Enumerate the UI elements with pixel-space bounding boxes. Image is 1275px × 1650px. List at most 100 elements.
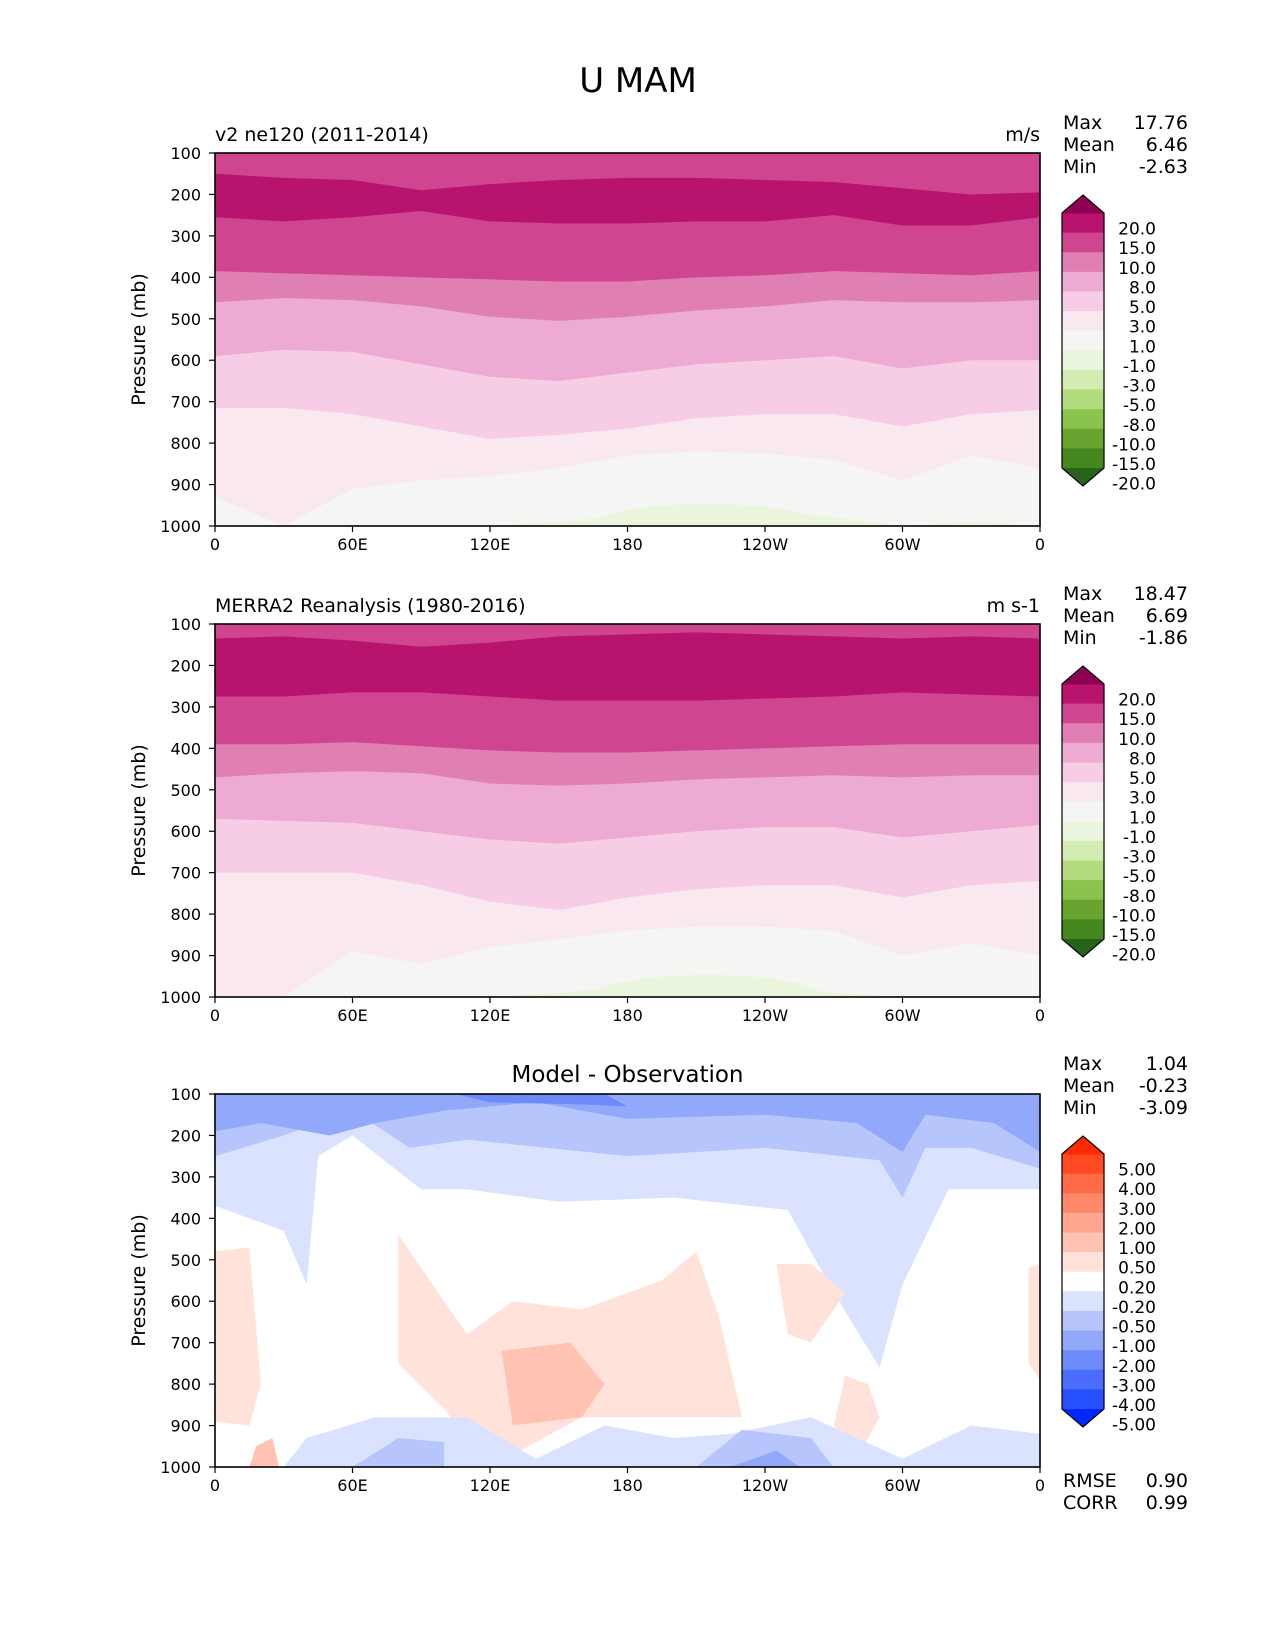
colorbar-segment: [1062, 1389, 1104, 1410]
colorbar-segment: [1062, 840, 1104, 862]
colorbar-tick-label: 15.0: [1118, 710, 1156, 730]
colorbar-segment: [1062, 409, 1104, 430]
colorbar-tick-label: -8.0: [1123, 887, 1156, 907]
y-tick-label: 700: [170, 1334, 201, 1353]
colorbar-segment: [1062, 1154, 1104, 1175]
stat-value: -2.63: [1139, 156, 1188, 178]
colorbar: 20.015.010.08.05.03.01.0-1.0-3.0-5.0-8.0…: [1061, 665, 1156, 966]
colorbar-tick-label: 0.50: [1118, 1259, 1156, 1279]
stat-value: -0.23: [1139, 1075, 1188, 1097]
colorbar-tick-label: -1.0: [1123, 828, 1156, 848]
stat-label: Mean: [1063, 605, 1115, 627]
contour-band: [215, 1247, 261, 1426]
y-tick-label: 900: [170, 947, 201, 966]
panel-title: Model - Observation: [511, 1062, 743, 1088]
x-tick-label: 60W: [884, 535, 920, 554]
colorbar-segment: [1062, 899, 1104, 920]
y-tick-label: 700: [170, 393, 201, 412]
colorbar-tick-label: -5.00: [1112, 1416, 1156, 1436]
colorbar-segment: [1062, 1252, 1104, 1273]
panel-3: 100 200 300 400 500 600 700 800 900 1000 0 60E 120E 1…: [128, 1053, 1188, 1514]
stat-label: Max: [1063, 112, 1102, 134]
colorbar-segment: [1062, 1310, 1104, 1332]
colorbar-tick-label: -4.00: [1112, 1396, 1156, 1416]
colorbar-segment: [1062, 1369, 1104, 1390]
panel-title-left: MERRA2 Reanalysis (1980-2016): [215, 595, 526, 617]
stat-label: Min: [1063, 156, 1097, 178]
colorbar-tick-label: 3.0: [1129, 789, 1156, 809]
colorbar-extend-top: [1062, 1136, 1104, 1154]
colorbar-tick-label: -3.0: [1123, 848, 1156, 868]
colorbar-outline: [1061, 194, 1105, 487]
stat-value: -1.86: [1139, 627, 1188, 649]
contour-band: [1028, 1263, 1040, 1380]
contour-band: [249, 1437, 280, 1467]
colorbar-segment: [1062, 742, 1104, 763]
contour-band: [215, 1094, 1040, 1153]
colorbar-tick-label: -3.00: [1112, 1376, 1156, 1396]
colorbar-tick-label: 10.0: [1118, 259, 1156, 279]
colorbar-segment: [1062, 1330, 1104, 1351]
colorbar-segment: [1062, 1193, 1104, 1214]
colorbar-tick-label: -10.0: [1112, 435, 1156, 455]
y-tick-label: 500: [170, 781, 201, 800]
metric-value: 0.90: [1146, 1470, 1188, 1492]
colorbar-segment: [1062, 1232, 1104, 1253]
colorbar-extend-bottom: [1062, 1409, 1104, 1427]
colorbar-tick-label: 20.0: [1118, 220, 1156, 240]
colorbar-segment: [1062, 762, 1104, 783]
colorbar-tick-label: -20.0: [1112, 946, 1156, 966]
colorbar-tick-label: -0.20: [1112, 1298, 1156, 1318]
colorbar-outline: [1061, 1135, 1105, 1428]
y-tick-label: 700: [170, 864, 201, 883]
colorbar-segment: [1062, 448, 1104, 469]
colorbar-tick-label: -5.0: [1123, 867, 1156, 887]
y-tick-label: 200: [170, 185, 201, 204]
panel-units: m/s: [1005, 124, 1040, 146]
x-tick-label: 180: [612, 1006, 643, 1025]
x-tick-label: 60E: [337, 535, 367, 554]
colorbar-tick-label: -2.00: [1112, 1357, 1156, 1377]
colorbar-tick-label: -3.0: [1123, 377, 1156, 397]
y-tick-label: 900: [170, 476, 201, 495]
x-tick-label: 120W: [742, 1006, 789, 1025]
y-tick-label: 200: [170, 1126, 201, 1145]
colorbar-tick-label: 8.0: [1129, 749, 1156, 769]
colorbar-tick-label: 3.0: [1129, 318, 1156, 338]
y-tick-label: 800: [170, 434, 201, 453]
y-tick-label: 200: [170, 656, 201, 675]
contour-band: [776, 1263, 846, 1343]
contour-band: [730, 1450, 800, 1467]
x-tick-label: 0: [1035, 535, 1045, 554]
colorbar-segment: [1062, 213, 1104, 234]
x-tick-label: 120E: [470, 1476, 511, 1495]
contour-band: [592, 504, 824, 526]
x-tick-label: 180: [612, 535, 643, 554]
x-tick-label: 0: [1035, 1006, 1045, 1025]
colorbar-segment: [1062, 291, 1104, 312]
stat-label: Min: [1063, 627, 1097, 649]
colorbar-extend-top: [1062, 666, 1104, 684]
y-tick-label: 800: [170, 905, 201, 924]
colorbar-segment: [1062, 232, 1104, 253]
colorbar-segment: [1062, 330, 1104, 351]
y-tick-label: 100: [170, 144, 201, 163]
colorbar-tick-label: 5.00: [1118, 1161, 1156, 1181]
panel-2: 100 200 300 400 500 600 700 800 900 1000 0 60E 120E 1…: [128, 583, 1188, 1025]
x-tick-label: 0: [1035, 1476, 1045, 1495]
y-tick-label: 1000: [160, 517, 201, 536]
y-tick-label: 600: [170, 351, 201, 370]
x-tick-label: 180: [612, 1476, 643, 1495]
colorbar-tick-label: 10.0: [1118, 730, 1156, 750]
x-tick-label: 120W: [742, 1476, 789, 1495]
contour-field: [215, 1094, 1040, 1467]
y-tick-label: 600: [170, 1292, 201, 1311]
metric-label: RMSE: [1063, 1470, 1117, 1492]
colorbar-tick-label: -10.0: [1112, 906, 1156, 926]
x-tick-label: 120E: [470, 535, 511, 554]
stat-label: Max: [1063, 1053, 1102, 1075]
contour-field: [215, 153, 1040, 526]
y-tick-label: 400: [170, 739, 201, 758]
x-tick-label: 60W: [884, 1476, 920, 1495]
